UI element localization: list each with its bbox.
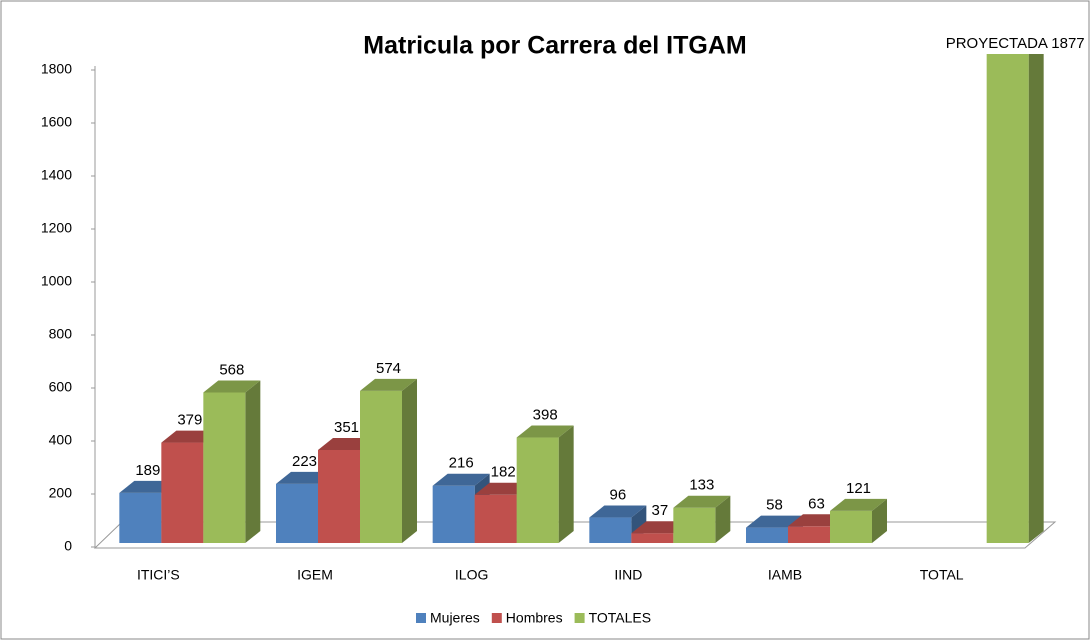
x-tick-label: IGEM	[297, 567, 333, 583]
bar	[516, 437, 559, 543]
data-label: 37	[651, 502, 668, 519]
x-tick-label: ILOG	[455, 567, 488, 583]
y-tick-label: 600	[49, 379, 73, 395]
bar	[986, 54, 1029, 543]
bar-top	[360, 378, 417, 391]
y-tick-label: 200	[49, 485, 73, 501]
y-tick-label: 800	[49, 326, 73, 342]
y-tick-label: 1400	[41, 167, 72, 183]
y-tick-label: 1600	[41, 114, 72, 130]
x-tick-label: IIND	[614, 567, 642, 583]
data-label: 121	[846, 480, 871, 497]
data-label: 398	[533, 406, 558, 423]
bar	[673, 507, 716, 543]
data-label: PROYECTADA 1877	[946, 35, 1085, 52]
y-tick-label: 1000	[41, 273, 72, 289]
legend-label: TOTALES	[589, 610, 652, 626]
data-label: 63	[808, 495, 825, 512]
data-label: 96	[609, 487, 626, 504]
legend-label: Hombres	[506, 610, 563, 626]
data-label: 568	[219, 361, 244, 378]
bar-top	[589, 505, 647, 518]
data-label: 58	[766, 497, 783, 514]
x-tick-label: TOTAL	[920, 567, 964, 583]
data-label: 189	[135, 462, 160, 479]
y-tick-label: 400	[49, 432, 73, 448]
data-label: 379	[177, 412, 202, 429]
bar-top	[830, 498, 887, 511]
bar-side	[872, 498, 887, 543]
bar	[788, 526, 830, 543]
bar-top	[203, 380, 261, 393]
bar	[203, 392, 246, 543]
data-label: 351	[334, 419, 359, 436]
bar-side	[402, 378, 417, 543]
bar	[360, 390, 402, 543]
legend-swatch	[416, 613, 426, 623]
bar	[474, 494, 517, 543]
bar	[830, 510, 872, 543]
data-label: 216	[449, 455, 474, 472]
data-label: 182	[491, 464, 516, 481]
bar	[432, 485, 475, 543]
chart-title: Matricula por Carrera del ITGAM	[363, 32, 746, 60]
bar-top	[746, 515, 803, 528]
bar-side	[1028, 54, 1044, 543]
legend-swatch	[491, 613, 502, 623]
y-tick-label: 1200	[41, 220, 72, 236]
bars	[119, 54, 1044, 543]
data-label: 223	[292, 453, 317, 470]
x-tick-label: IAMB	[768, 567, 802, 583]
bar-side	[558, 425, 574, 543]
legend-label: Mujeres	[430, 610, 480, 626]
y-tick-label: 0	[64, 538, 72, 554]
y-tick-label: 1800	[41, 61, 72, 77]
bar	[161, 442, 204, 543]
bar	[276, 483, 318, 543]
data-label: 133	[689, 477, 714, 494]
bar	[119, 492, 162, 543]
bar	[589, 517, 632, 543]
bar-top	[516, 425, 574, 438]
bar-top	[432, 473, 490, 486]
data-label: 574	[376, 360, 401, 377]
bar	[746, 527, 788, 543]
bar	[631, 533, 674, 543]
legend-swatch	[574, 613, 585, 623]
bar-side	[715, 495, 731, 543]
bar-top	[673, 495, 731, 508]
x-tick-label: ITICI’S	[137, 567, 180, 583]
bar	[318, 449, 360, 543]
bar-side	[245, 380, 261, 543]
